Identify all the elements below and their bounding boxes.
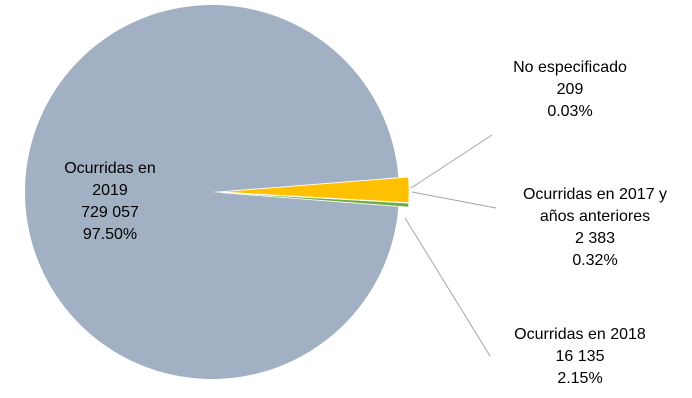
- leader-2017: [411, 191, 497, 209]
- label-2019-name-line2: 2019: [92, 182, 128, 199]
- label-ne-value: 209: [556, 81, 584, 98]
- label-2019-percent: 97.50%: [82, 226, 138, 243]
- label-2018: Ocurridas en 2018 16 135 2.15%: [480, 324, 680, 390]
- label-2019: Ocurridas en 2019 729 057 97.50%: [35, 158, 185, 246]
- label-2017: Ocurridas en 2017 y años anteriores 2 38…: [500, 184, 690, 272]
- label-2018-value: 16 135: [555, 348, 605, 365]
- label-2018-name: Ocurridas en 2018: [514, 326, 646, 343]
- slice-2018: [221, 176, 410, 203]
- slice-no-especificado: [221, 192, 409, 208]
- label-2017-value: 2 383: [574, 230, 616, 247]
- label-2019-value: 729 057: [81, 204, 139, 221]
- leader-no-especificado: [410, 134, 493, 189]
- slice-2019: [25, 4, 399, 379]
- label-ne-name: No especificado: [513, 59, 627, 76]
- leader-lines: [404, 134, 497, 357]
- label-2017-name-line2: años anteriores: [539, 208, 651, 225]
- label-2018-percent: 2.15%: [557, 370, 603, 387]
- label-no-especificado: No especificado 209 0.03%: [490, 57, 650, 123]
- label-2017-percent: 0.32%: [572, 252, 618, 269]
- pie-slices: [25, 4, 410, 379]
- label-2017-name-line1: Ocurridas en 2017 y: [522, 186, 668, 203]
- label-2019-name-line1: Ocurridas en: [64, 160, 156, 177]
- leader-2018: [404, 217, 491, 357]
- label-ne-percent: 0.03%: [547, 103, 593, 120]
